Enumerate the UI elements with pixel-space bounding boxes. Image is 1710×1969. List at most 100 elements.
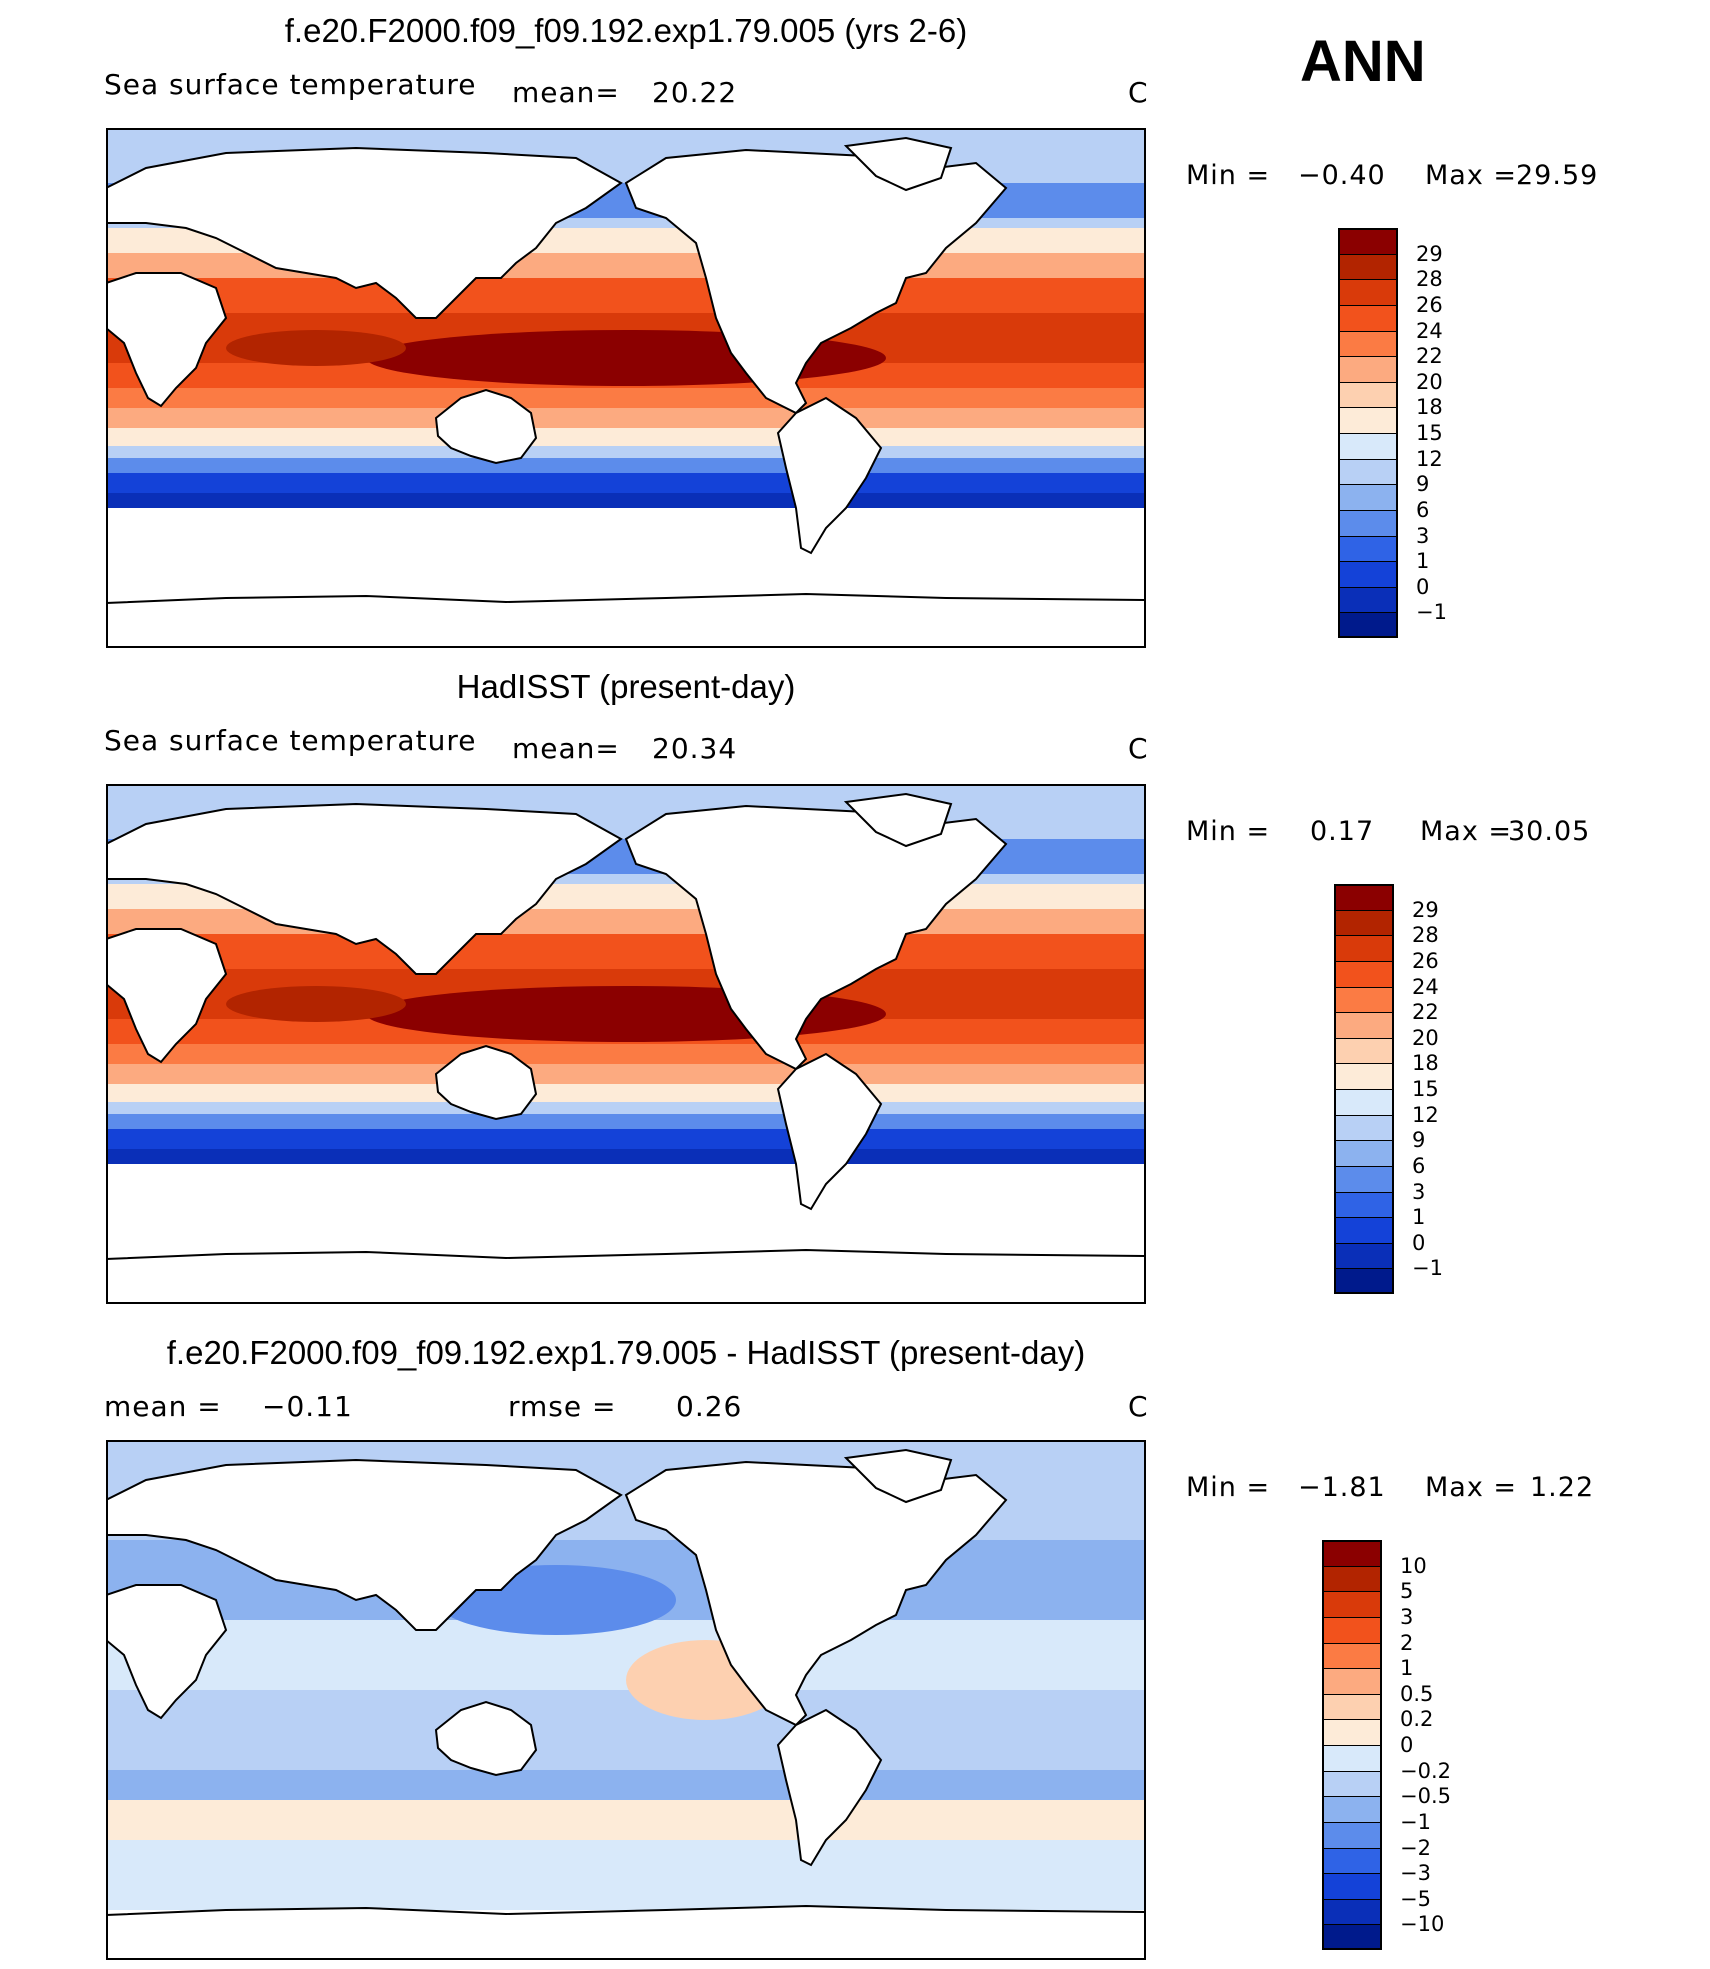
colorbar-tick-label: 6 xyxy=(1416,497,1430,522)
colorbar-tick-label: 20 xyxy=(1412,1025,1439,1050)
colorbar-swatch xyxy=(1338,458,1398,485)
colorbar-tick-label: 9 xyxy=(1412,1128,1426,1153)
coastline xyxy=(106,1248,1146,1304)
colorbar-tick-label: −3 xyxy=(1400,1861,1431,1886)
field-band xyxy=(106,1129,1146,1149)
colorbar-tick-label: 28 xyxy=(1412,923,1439,948)
colorbar-tick-label: 5 xyxy=(1400,1579,1414,1604)
colorbar-tick-label: 24 xyxy=(1416,318,1443,343)
field-band xyxy=(106,1044,1146,1064)
colorbar-tick-label: 0 xyxy=(1416,574,1430,599)
colorbar-tick-label: −0.2 xyxy=(1400,1758,1451,1783)
colorbar-tick-label: 24 xyxy=(1412,974,1439,999)
warm-pool xyxy=(226,330,406,366)
panel-2-min-value: 0.17 xyxy=(1310,816,1375,847)
panel-3-unit: C xyxy=(1128,1390,1149,1423)
colorbar-swatch xyxy=(1338,586,1398,613)
colorbar-frame xyxy=(1338,228,1398,638)
coastline xyxy=(106,802,623,975)
colorbar-tick-label: 0 xyxy=(1412,1230,1426,1255)
panel-2-max-value: 30.05 xyxy=(1508,816,1591,847)
field-band xyxy=(106,493,1146,508)
colorbar-swatch xyxy=(1338,484,1398,510)
colorbar-swatch xyxy=(1334,1191,1394,1218)
coastline xyxy=(434,1044,538,1121)
colorbar-tick-label: 3 xyxy=(1416,523,1430,548)
panel-2-title: HadISST (present-day) xyxy=(456,668,796,705)
colorbar-frame xyxy=(1322,1540,1382,1950)
colorbar-swatch xyxy=(1334,1037,1394,1064)
field-band xyxy=(106,934,1146,969)
colorbar-swatch xyxy=(1322,1591,1382,1617)
colorbar-tick-label: 22 xyxy=(1416,344,1443,369)
field-band xyxy=(106,473,1146,493)
panel-2-mean-value: 20.34 xyxy=(652,732,738,765)
field-band xyxy=(106,1840,1146,1910)
field-band xyxy=(106,1064,1146,1084)
panel-2-min-label: Min = xyxy=(1186,816,1271,847)
panel-1-mean-label: mean= xyxy=(512,76,620,109)
coastline xyxy=(776,1052,883,1211)
panel-3-max-value: 1.22 xyxy=(1530,1472,1595,1503)
field-band xyxy=(106,458,1146,473)
panel-1-max-label: Max = xyxy=(1425,160,1518,191)
coastline xyxy=(106,928,228,1064)
coastline xyxy=(106,272,228,408)
colorbar-swatch xyxy=(1334,1063,1394,1089)
colorbar-tick-label: 26 xyxy=(1416,292,1443,317)
colorbar-tick-label: 0.2 xyxy=(1400,1707,1434,1732)
colorbar-swatch xyxy=(1322,1873,1382,1899)
coastline xyxy=(624,804,1008,1071)
coastline xyxy=(843,136,953,192)
field-band xyxy=(106,1800,1146,1840)
panel-2-max-label: Max = xyxy=(1420,816,1513,847)
field-band xyxy=(106,278,1146,313)
colorbar-swatch xyxy=(1322,1693,1382,1720)
colorbar-swatch xyxy=(1322,1796,1382,1822)
coastline xyxy=(106,592,1146,648)
coastline xyxy=(624,148,1008,415)
coastline xyxy=(776,1708,883,1867)
colorbar-swatch xyxy=(1338,433,1398,459)
colorbar-swatch xyxy=(1338,561,1398,587)
colorbar-tick-label: 12 xyxy=(1412,1102,1439,1127)
colorbar-swatch xyxy=(1322,1719,1382,1745)
colorbar-swatch xyxy=(1322,1847,1382,1874)
colorbar-swatch xyxy=(1322,1565,1382,1592)
colorbar-swatch xyxy=(1338,509,1398,536)
coastline xyxy=(843,792,953,848)
map-frame xyxy=(106,784,1146,1304)
field-band xyxy=(106,1690,1146,1770)
warm-pool xyxy=(226,986,406,1022)
colorbar-swatch xyxy=(1322,1616,1382,1643)
colorbar-swatch xyxy=(1322,1668,1382,1694)
coastline xyxy=(106,1904,1146,1960)
panel-1-variable-label: Sea surface temperature xyxy=(104,68,477,101)
colorbar-tick-label: 1 xyxy=(1400,1656,1414,1681)
map-frame xyxy=(106,128,1146,648)
colorbar-swatch xyxy=(1322,1898,1382,1925)
colorbar-swatch xyxy=(1338,253,1398,280)
colorbar-tick-label: 12 xyxy=(1416,446,1443,471)
colorbar-tick-label: 0 xyxy=(1400,1733,1414,1757)
colorbar-swatch xyxy=(1334,935,1394,961)
panel-3-mean-value: −0.11 xyxy=(262,1390,353,1423)
panel-3-min-value: −1.81 xyxy=(1298,1472,1386,1503)
colorbar-tick-label: 18 xyxy=(1416,395,1443,420)
colorbar-swatch xyxy=(1334,1242,1394,1269)
colorbar-tick-label: 3 xyxy=(1412,1179,1426,1204)
colorbar-swatch xyxy=(1338,330,1398,357)
field-band xyxy=(106,428,1146,446)
panel-1-map xyxy=(106,128,1146,648)
colorbar-swatch xyxy=(1334,1114,1394,1141)
colorbar-swatch xyxy=(1338,612,1398,638)
coastline xyxy=(106,1458,623,1631)
panel-3-rmse-value: 0.26 xyxy=(676,1390,743,1423)
colorbar-swatch xyxy=(1322,1924,1382,1950)
panel-1-mean-value: 20.22 xyxy=(652,76,738,109)
colorbar-tick-label: −5 xyxy=(1400,1886,1431,1911)
panel-1-title: f.e20.F2000.f09_f09.192.exp1.79.005 (yrs… xyxy=(284,12,968,49)
colorbar-tick-label: 6 xyxy=(1412,1153,1426,1178)
colorbar-swatch xyxy=(1338,535,1398,562)
panel-1-unit: C xyxy=(1128,76,1149,109)
